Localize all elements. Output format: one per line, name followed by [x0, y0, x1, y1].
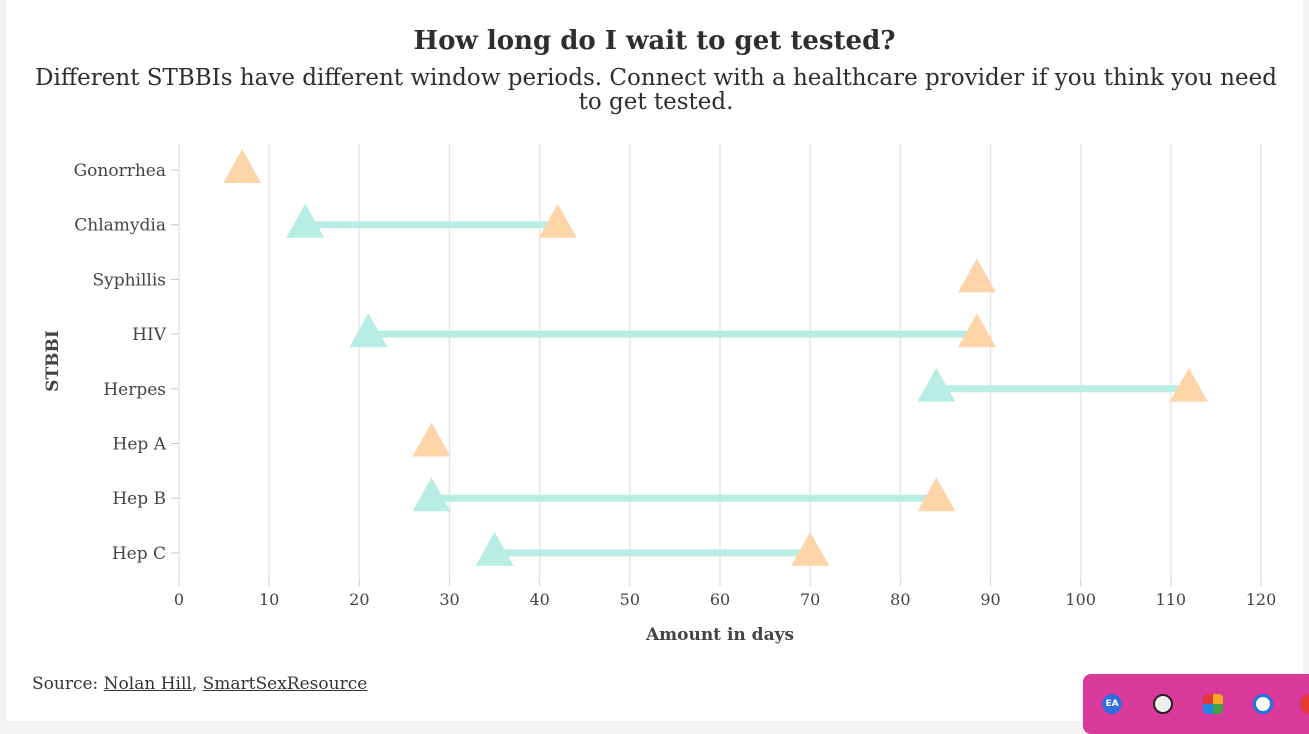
chart-card — [6, 0, 1303, 721]
start-marker-hep-c — [475, 531, 514, 566]
dumbbell-chart: 0 10 20 30 40 50 60 70 80 90 100 110 120 Amount in da… — [43, 144, 1277, 645]
source-separator: , — [191, 674, 203, 694]
x-tick-label-10: 10 — [259, 590, 279, 609]
y-tick-label-syphillis: Syphillis — [92, 270, 166, 290]
y-tick-label-hep-a: Hep A — [113, 435, 167, 455]
user-avatar-icon[interactable] — [1153, 694, 1173, 714]
chart-title: How long do I wait to get tested? — [413, 26, 896, 56]
x-tick-label-50: 50 — [620, 590, 640, 609]
x-tick-label-120: 120 — [1246, 590, 1277, 609]
start-marker-chlamydia — [286, 203, 325, 238]
y-axis-title: STBBI — [43, 330, 63, 392]
x-tick-label-60: 60 — [710, 590, 730, 609]
ea-icon-label: EA — [1105, 699, 1119, 709]
chart-subtitle: Different STBBIs have different window p… — [35, 65, 1277, 115]
source-link-smartsexresource[interactable]: SmartSexResource — [202, 674, 368, 694]
source-prefix: Source: — [32, 674, 104, 694]
end-marker-hep-a — [412, 422, 451, 457]
y-tick-label-chlamydia: Chlamydia — [74, 216, 166, 236]
y-tick-label-hiv: HIV — [132, 325, 167, 345]
x-tick-label-80: 80 — [890, 590, 910, 609]
y-tick-label-herpes: Herpes — [103, 380, 166, 400]
end-marker-herpes — [1169, 367, 1208, 402]
end-marker-hiv — [957, 313, 996, 348]
y-tick-label-hep-b: Hep B — [112, 489, 166, 509]
end-marker-syphillis — [957, 258, 996, 293]
taskbar-tray: EA — [1083, 674, 1309, 734]
y-tick-label-gonorrhea: Gonorrhea — [74, 161, 166, 181]
end-marker-hep-b — [917, 477, 956, 512]
x-tick-label-20: 20 — [349, 590, 369, 609]
ea-icon[interactable]: EA — [1102, 694, 1122, 714]
x-tick-label-30: 30 — [439, 590, 459, 609]
start-marker-hep-b — [412, 477, 451, 512]
colorful-app-icon[interactable] — [1203, 694, 1223, 714]
end-marker-chlamydia — [538, 203, 577, 238]
grammarly-icon[interactable] — [1253, 694, 1273, 714]
x-tick-label-90: 90 — [980, 590, 1000, 609]
x-tick-label-100: 100 — [1065, 590, 1096, 609]
x-tick-label-70: 70 — [800, 590, 820, 609]
y-tick-label-hep-c: Hep C — [112, 544, 166, 564]
x-axis-title: Amount in days — [645, 625, 794, 645]
red-app-icon[interactable] — [1300, 694, 1309, 714]
end-marker-hep-c — [791, 531, 830, 566]
x-tick-label-110: 110 — [1156, 590, 1187, 609]
source-link-nolan-hill[interactable]: Nolan Hill — [103, 674, 192, 694]
source-note: Source: Nolan Hill, SmartSexResource — [32, 674, 367, 694]
end-marker-gonorrhea — [223, 149, 262, 183]
x-tick-label-40: 40 — [529, 590, 549, 609]
x-tick-label-0: 0 — [174, 590, 184, 609]
start-marker-herpes — [917, 367, 956, 402]
start-marker-hiv — [349, 313, 388, 348]
